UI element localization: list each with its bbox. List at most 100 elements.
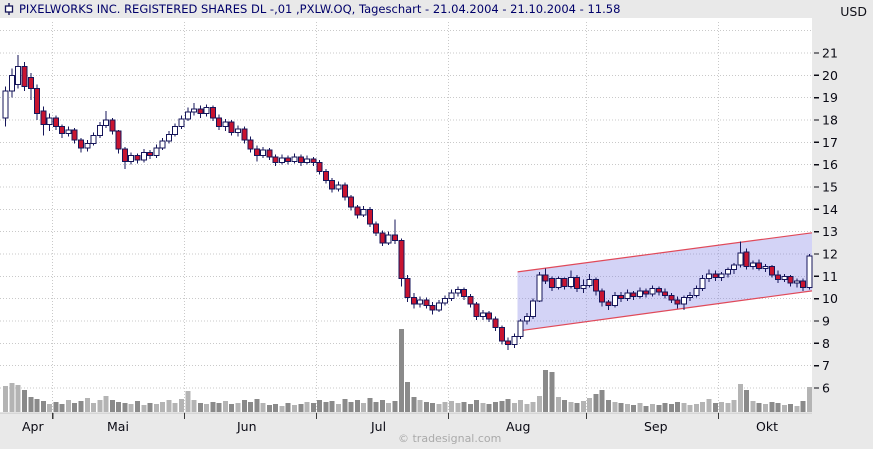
price-axis-label: 9 [822,313,830,328]
volume-bar [656,405,662,412]
candle-body [46,117,53,125]
candle-body [140,151,147,161]
candle-body [423,299,430,306]
volume-bar [794,406,800,412]
volume-bar [373,402,379,412]
candle-body [429,304,436,311]
candle-body [316,161,323,172]
candle-body [448,292,455,300]
volume-bar [756,403,762,412]
volume-bar [128,404,134,412]
candle-body [530,300,537,318]
candle-body [486,312,493,320]
candle-body [134,155,141,161]
price-axis-label: 10 [822,291,838,306]
candle-body [40,110,47,125]
candle-body [96,125,103,137]
volume-bar [260,403,266,412]
volume-bar [467,404,473,412]
volume-bar [474,400,480,412]
candle-body [235,128,241,133]
candle-body [574,276,581,290]
volume-bar [662,403,668,412]
price-axis-label: 18 [822,112,838,127]
volume-bar [631,405,637,412]
volume-bar [285,403,291,412]
candle-body [523,316,530,322]
volume-bar [103,396,109,412]
candle-body [793,280,800,284]
candle-body [768,265,775,276]
volume-bar [637,403,643,412]
candle-body [392,234,398,242]
volume-bar [612,402,618,412]
volume-bar [386,403,392,412]
volume-bar [3,386,9,412]
volume-bar [361,403,367,412]
volume-bar [273,404,279,412]
volume-bar [549,372,555,412]
candle-body [549,278,555,288]
candle-body [172,126,179,136]
volume-bar [712,403,718,412]
volume-bar [185,391,191,412]
candle-body [228,121,235,133]
candle-body [34,88,41,114]
volume-bar [618,403,624,412]
volume-bar [744,390,750,412]
candle-body [15,65,22,85]
candle-body [712,273,719,278]
volume-bar [693,404,699,412]
candle-body [191,108,198,113]
volume-bar [423,402,429,412]
volume-bar [310,403,316,412]
volume-bar [624,404,630,412]
candle-body [473,303,480,318]
candle-body [442,298,449,304]
candle-body [668,294,675,301]
volume-bar [781,405,787,412]
volume-bar [580,401,586,412]
candle-body [360,208,367,216]
volume-bar [719,402,725,412]
volume-bar [65,400,71,412]
volume-bar [91,403,97,412]
candle-body [492,318,499,329]
volume-bar [530,402,536,412]
candle-body [178,118,185,128]
candlestick-window-icon[interactable] [4,3,14,15]
volume-bar [292,405,298,412]
candle-body [542,274,549,282]
volume-bar [398,329,404,412]
candle-body [310,158,317,163]
volume-bar [668,404,674,412]
month-label: Apr [22,419,44,434]
candle-body [636,290,643,297]
volume-bar [222,401,228,412]
volume-bar [562,400,568,412]
candle-body [379,232,386,244]
month-label: Aug [506,419,530,434]
volume-bar [706,399,712,412]
month-label: Jul [370,419,386,434]
candle-body [59,126,66,134]
candle-body [159,140,166,149]
candle-body [398,240,405,280]
candle-body [693,288,700,296]
candle-body [115,130,122,150]
volume-bar [317,400,323,412]
candle-body [21,65,28,87]
plot-area[interactable] [0,18,812,413]
candle-body [165,134,172,142]
volume-bar [266,405,272,412]
candle-body [322,170,329,181]
candle-body [743,251,750,267]
volume-bar [116,402,122,412]
candle-body [65,129,72,134]
volume-bar [555,397,561,412]
volume-bar [298,404,304,412]
candle-body [109,119,116,132]
candle-body [479,312,486,318]
candle-body [197,108,204,114]
